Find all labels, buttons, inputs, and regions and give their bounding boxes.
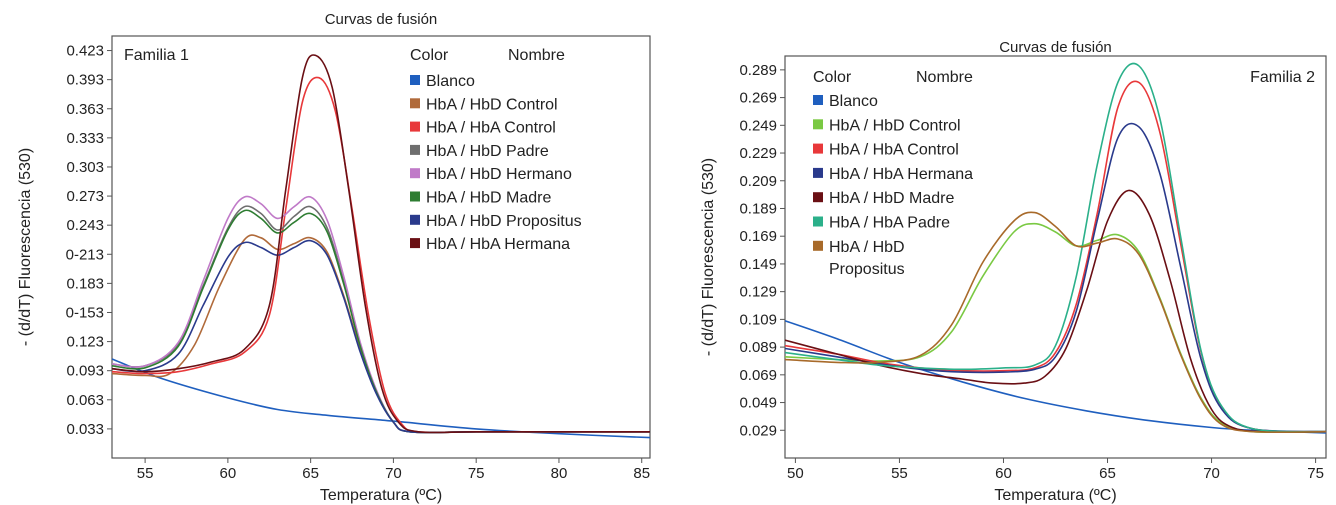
legend-swatch-8 [410,238,420,249]
legend-label-7: HbA / HbD Propositus [829,239,905,278]
legend-label-part: HbA / HbD [829,239,905,256]
x-tick-label: 80 [551,465,568,482]
y-tick-label: 0.089 [739,339,777,356]
y-tick-label: 0.149 [739,256,777,273]
legend-swatch-6 [410,191,420,202]
legend: Color Nombre Blanco HbA / HbD Control HbA / … [813,69,973,278]
family-label: Familia 2 [1250,69,1315,86]
curves [785,62,1326,434]
legend-label-3: HbA / HbA Control [829,142,959,159]
y-tick-label: 0.243 [66,217,104,234]
legend-label-6: HbA / HbD Madre [426,190,551,207]
legend-swatch-4 [813,167,823,178]
legend-header-name: Nombre [508,47,565,64]
chart-panel-2: Curvas de fusión 0.289 0.269 0.249 0.229 0.20… [700,39,1327,504]
chart-title: Curvas de fusión [999,39,1112,56]
legend-swatch-3 [813,143,823,154]
legend-label-part: Propositus [829,261,905,278]
legend-label-4: HbA / HbA Hermana [829,166,973,183]
x-tick-label: 65 [302,465,319,482]
y-tick-label: 0.423 [66,43,104,60]
legend-swatch-6 [813,216,823,227]
legend-label-7: HbA / HbD Propositus [426,213,582,230]
x-axis-label: Temperatura (ºC) [994,487,1116,504]
y-tick-label: 0.189 [739,200,777,217]
x-tick-label: 50 [787,465,804,482]
y-tick-label: 0.363 [66,101,104,118]
y-tick-label: 0.269 [739,90,777,107]
y-tick-label: 0.209 [739,173,777,190]
legend-label-5: HbA / HbD Hermano [426,166,572,183]
y-tick-label: 0.123 [66,334,104,351]
legend-header-color: Color [813,69,852,86]
y-tick-label: 0.183 [66,275,104,292]
curves [112,54,650,439]
legend: Color Nombre Blanco HbA / HbD Control HbA / … [410,47,582,253]
x-tick-label: 75 [1307,465,1324,482]
y-tick-label: 0.229 [739,145,777,162]
y-tick-label: 0.093 [66,363,104,380]
y-tick-label: 0.289 [739,62,777,79]
legend-swatch-1 [410,75,420,85]
y-tick-label: 0-153 [66,304,104,321]
series-line-6 [785,62,1326,433]
series-line-7 [785,211,1326,433]
legend-swatch-3 [410,121,420,132]
legend-label-8: HbA / HbA Hermana [426,236,570,253]
legend-swatch-5 [410,168,420,179]
family-label: Familia 1 [124,47,189,64]
x-tick-label: 55 [137,465,154,482]
y-tick-label: 0.109 [739,311,777,328]
series-line-8 [112,54,650,434]
legend-label-2: HbA / HbD Control [426,96,558,113]
legend-label-3: HbA / HbA Control [426,120,556,137]
y-tick-label: 0.129 [739,284,777,301]
legend-header-name: Nombre [916,69,973,86]
legend-header-color: Color [410,47,449,64]
series-line-5 [785,189,1326,433]
legend-swatch-2 [813,119,823,130]
x-tick-label: 85 [633,465,650,482]
x-tick-label: 60 [995,465,1012,482]
y-tick-label: 0-213 [66,246,104,263]
y-tick-label: 0.029 [739,422,777,439]
y-tick-label: 0.063 [66,392,104,409]
plot-frame [784,55,1327,459]
legend-swatch-7 [410,214,420,225]
series-line-4 [785,122,1326,433]
y-tick-label: 0.303 [66,159,104,176]
y-tick-label: 0.249 [739,117,777,134]
x-tick-label: 70 [385,465,402,482]
x-tick-label: 65 [1099,465,1116,482]
x-tick-label: 60 [220,465,237,482]
y-tick-label: 0.333 [66,130,104,147]
y-tick-label: 0.049 [739,395,777,412]
legend-label-5: HbA / HbD Madre [829,190,954,207]
x-tick-label: 55 [891,465,908,482]
chart-title: Curvas de fusión [325,11,438,28]
y-tick-label: 0.169 [739,228,777,245]
y-tick-label: 0.033 [66,421,104,438]
legend-swatch-7 [813,240,823,251]
x-tick-label: 75 [468,465,485,482]
series-line-1 [112,358,650,439]
y-tick-label: 0.069 [739,367,777,384]
legend-label-2: HbA / HbD Control [829,117,961,134]
legend-label-1: Blanco [829,93,878,110]
legend-label-4: HbA / HbD Padre [426,143,549,160]
legend-label-6: HbA / HbA Padre [829,215,950,232]
y-axis-label: - (d/dT) Fluorescencia (530) [17,148,34,346]
legend-swatch-4 [410,144,420,155]
chart-panel-1: Curvas de fusión 0.423 0.393 0.363 0.333 0.30… [17,11,651,504]
x-tick-label: 70 [1203,465,1220,482]
legend-swatch-5 [813,192,823,203]
y-tick-label: 0.273 [66,188,104,205]
legend-label-1: Blanco [426,73,475,90]
legend-swatch-1 [813,95,823,105]
y-axis-label: - (d/dT) Fluorescencia (530) [700,158,717,356]
x-axis-label: Temperatura (ºC) [320,487,442,504]
legend-swatch-2 [410,98,420,109]
y-tick-label: 0.393 [66,72,104,89]
